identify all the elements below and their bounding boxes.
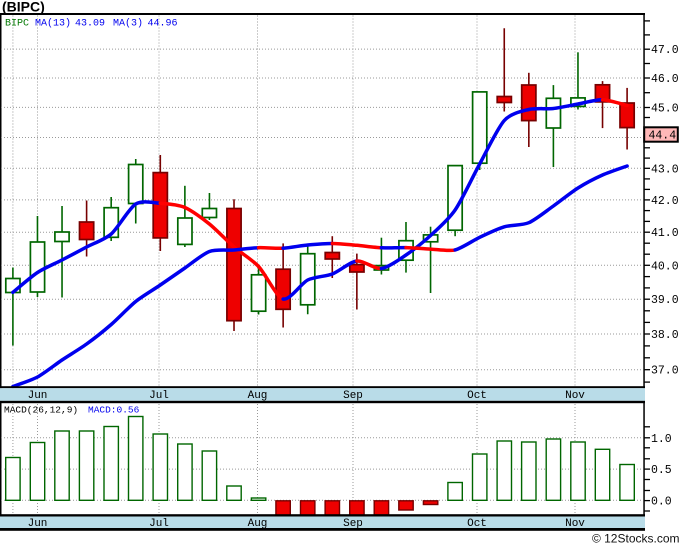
svg-text:Nov: Nov: [565, 390, 585, 402]
svg-text:Sep: Sep: [343, 390, 363, 402]
svg-text:MA(3): MA(3): [113, 18, 143, 30]
svg-text:Jun: Jun: [28, 390, 48, 402]
svg-text:Oct: Oct: [467, 390, 487, 402]
svg-text:Oct: Oct: [467, 518, 487, 530]
svg-text:1.0: 1.0: [651, 433, 672, 446]
svg-text:46.0: 46.0: [651, 73, 679, 86]
svg-text:MA(13): MA(13): [35, 18, 71, 30]
svg-text:43.0: 43.0: [651, 163, 679, 176]
svg-text:44.96: 44.96: [148, 19, 178, 30]
svg-text:37.0: 37.0: [651, 365, 679, 378]
svg-text:Jun: Jun: [28, 518, 48, 530]
svg-text:(BIPC): (BIPC): [2, 0, 45, 15]
svg-text:45.0: 45.0: [651, 102, 679, 115]
svg-text:47.0: 47.0: [651, 44, 679, 57]
svg-text:40.0: 40.0: [651, 260, 679, 273]
svg-text:MACD(26,12,9): MACD(26,12,9): [4, 405, 78, 416]
svg-text:43.09: 43.09: [75, 19, 105, 30]
svg-text:Nov: Nov: [565, 518, 585, 530]
svg-text:42.0: 42.0: [651, 195, 679, 208]
svg-text:Aug: Aug: [248, 390, 268, 402]
svg-text:MACD:0.56: MACD:0.56: [88, 405, 140, 416]
svg-text:Sep: Sep: [343, 518, 363, 530]
svg-text:BIPC: BIPC: [5, 19, 29, 30]
svg-text:© 12Stocks.com: © 12Stocks.com: [592, 532, 680, 546]
svg-text:39.0: 39.0: [651, 294, 679, 307]
svg-text:Jul: Jul: [149, 390, 169, 402]
svg-text:0.5: 0.5: [651, 464, 672, 477]
svg-text:0.0: 0.0: [651, 495, 672, 508]
svg-text:Jul: Jul: [149, 518, 169, 530]
svg-text:38.0: 38.0: [651, 329, 679, 342]
svg-text:44.4: 44.4: [649, 130, 677, 143]
svg-text:Aug: Aug: [248, 518, 268, 530]
svg-text:41.0: 41.0: [651, 227, 679, 240]
